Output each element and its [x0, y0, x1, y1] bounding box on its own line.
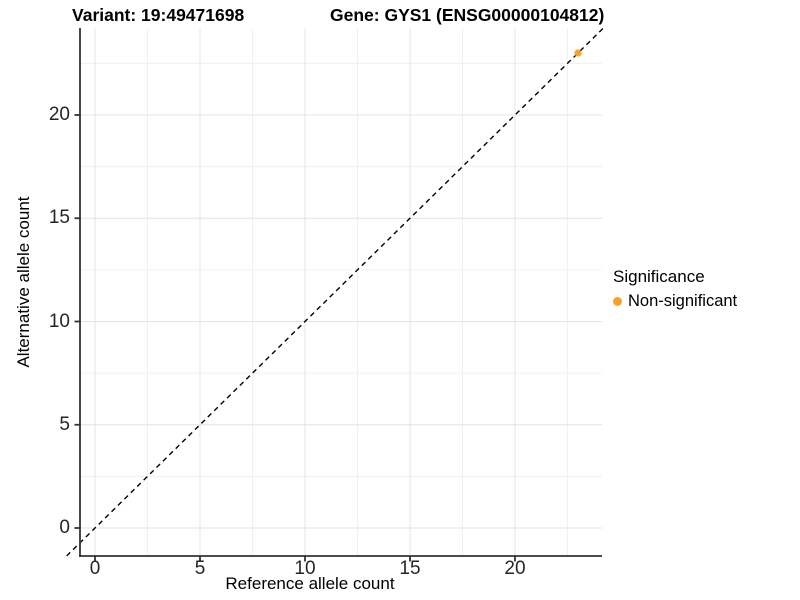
x-axis-tick-label: 15	[399, 558, 421, 579]
x-axis-tick-label: 5	[194, 558, 206, 579]
x-axis-title: Reference allele count	[225, 574, 395, 593]
y-axis-tick-label: 10	[48, 310, 70, 332]
y-axis-tick-label: 15	[48, 207, 70, 229]
legend-title: Significance	[613, 267, 705, 286]
legend-item-label: Non-significant	[628, 292, 738, 310]
x-axis-tick-label: 10	[294, 558, 316, 579]
data-point	[574, 49, 582, 57]
y-axis-tick-label: 0	[59, 517, 70, 538]
legend: Significance Non-significant	[613, 267, 737, 311]
legend-point-swatch	[613, 297, 622, 306]
x-axis-tick-label: 0	[89, 558, 101, 579]
plot-title-gene: Gene: GYS1 (ENSG00000104812)	[330, 5, 605, 25]
y-axis-tick-label: 20	[48, 104, 70, 125]
plot-title-variant: Variant: 19:49471698	[72, 5, 245, 25]
legend-item-non-significant: Non-significant	[613, 292, 737, 311]
x-axis-tick-label: 20	[504, 558, 526, 579]
y-axis-title: Alternative allele count	[14, 196, 33, 368]
y-axis-tick-label: 5	[59, 413, 70, 435]
